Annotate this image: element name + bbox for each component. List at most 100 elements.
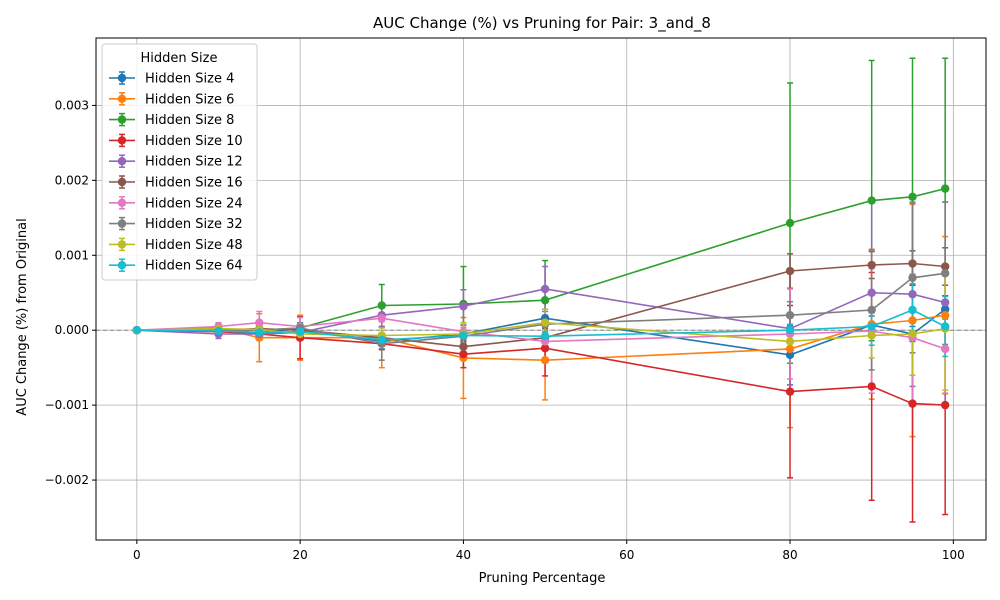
- data-point: [908, 305, 917, 315]
- data-point: [867, 196, 876, 205]
- legend-entry: Hidden Size 10: [109, 133, 243, 149]
- data-point: [867, 288, 876, 297]
- data-point: [459, 349, 468, 359]
- data-point: [908, 329, 917, 339]
- data-point: [940, 311, 950, 320]
- data-point: [908, 259, 917, 268]
- x-tick-label: 20: [292, 548, 307, 562]
- legend-marker: [117, 261, 127, 270]
- data-point: [940, 184, 950, 193]
- data-point: [867, 331, 876, 340]
- y-tick-label: 0.000: [55, 323, 89, 337]
- data-point: [785, 350, 795, 360]
- legend-marker: [117, 115, 127, 124]
- y-tick-label: 0.002: [55, 173, 89, 187]
- legend-entry: Hidden Size 64: [109, 258, 243, 274]
- data-point: [540, 296, 550, 305]
- data-point: [785, 266, 795, 276]
- legend-marker: [117, 219, 127, 228]
- data-point: [867, 322, 876, 331]
- legend-marker: [117, 136, 127, 145]
- legend-marker: [117, 198, 127, 207]
- data-point: [940, 344, 950, 354]
- series-markers: [132, 184, 950, 410]
- data-point: [867, 260, 876, 270]
- data-point: [785, 387, 795, 396]
- legend-entry: Hidden Size 32: [109, 216, 243, 232]
- data-point: [785, 344, 795, 354]
- legend-entry: Hidden Size 4: [109, 71, 234, 87]
- plot-frame: [95, 37, 987, 541]
- x-axis-ticks: 0 20 40 60 80 100: [133, 540, 965, 562]
- data-point: [908, 192, 917, 202]
- legend-label: Hidden Size 10: [145, 134, 243, 149]
- legend-frame: [101, 43, 258, 281]
- data-point: [908, 316, 917, 325]
- legend-marker: [117, 73, 127, 83]
- data-point: [940, 400, 950, 410]
- data-point: [377, 335, 386, 345]
- legend-label: Hidden Size 12: [145, 155, 243, 170]
- data-point: [255, 318, 264, 327]
- legend-label: Hidden Size 8: [145, 113, 234, 128]
- data-point: [459, 331, 468, 340]
- legend-entry: Hidden Size 16: [109, 175, 243, 191]
- data-point: [940, 322, 950, 331]
- data-point: [785, 311, 795, 320]
- data-point: [459, 342, 468, 351]
- data-point: [459, 302, 468, 311]
- data-point: [540, 355, 550, 365]
- y-axis-label: AUC Change (%) from Original: [15, 218, 30, 415]
- data-point: [940, 269, 950, 278]
- legend-entries: Hidden Size 4 Hidden Size 6 Hidden Size 8 H…: [109, 71, 243, 274]
- data-point: [867, 382, 876, 391]
- x-axis-label: Pruning Percentage: [479, 571, 606, 586]
- data-point: [540, 343, 550, 353]
- legend-entry: Hidden Size 8: [109, 112, 234, 128]
- data-point: [540, 332, 550, 341]
- data-point: [377, 301, 386, 310]
- y-tick-label: −0.002: [45, 473, 89, 487]
- x-tick-label: 100: [942, 548, 965, 562]
- data-point: [940, 305, 950, 314]
- legend-marker: [117, 157, 127, 166]
- y-tick-label: 0.001: [55, 248, 89, 262]
- legend-label: Hidden Size 24: [145, 196, 243, 211]
- legend-label: Hidden Size 4: [145, 72, 234, 87]
- data-point: [295, 327, 305, 336]
- legend-title: Hidden Size: [141, 51, 218, 66]
- legend-entry: Hidden Size 24: [109, 196, 243, 211]
- x-tick-label: 60: [619, 548, 634, 562]
- y-tick-label: 0.003: [55, 98, 89, 112]
- legend-entry: Hidden Size 6: [109, 92, 234, 107]
- data-point: [940, 298, 950, 307]
- data-point: [867, 305, 876, 315]
- legend-label: Hidden Size 48: [145, 238, 243, 253]
- legend-label: Hidden Size 6: [145, 92, 234, 107]
- data-point: [540, 284, 550, 294]
- data-point: [940, 262, 950, 271]
- data-point: [908, 290, 917, 299]
- legend-label: Hidden Size 64: [145, 259, 243, 274]
- x-tick-label: 80: [782, 548, 797, 562]
- data-point: [785, 337, 795, 346]
- legend-entry: Hidden Size 12: [109, 154, 243, 170]
- y-axis-ticks: −0.002 −0.001 0.000 0.001 0.002 0.003: [45, 98, 96, 487]
- data-point: [214, 326, 223, 336]
- x-tick-label: 40: [456, 548, 471, 562]
- legend-entry: Hidden Size 48: [109, 237, 243, 253]
- legend-label: Hidden Size 16: [145, 176, 243, 191]
- legend-label: Hidden Size 32: [145, 217, 243, 232]
- chart-title: AUC Change (%) vs Pruning for Pair: 3_an…: [373, 14, 711, 33]
- data-point: [377, 314, 386, 323]
- data-point: [908, 273, 917, 282]
- legend-marker: [117, 94, 127, 104]
- data-point: [785, 218, 795, 228]
- data-point: [255, 328, 264, 337]
- data-point: [785, 326, 795, 335]
- y-tick-label: −0.001: [45, 398, 89, 412]
- data-point: [908, 399, 917, 408]
- legend-marker: [117, 240, 127, 249]
- data-point: [540, 318, 550, 327]
